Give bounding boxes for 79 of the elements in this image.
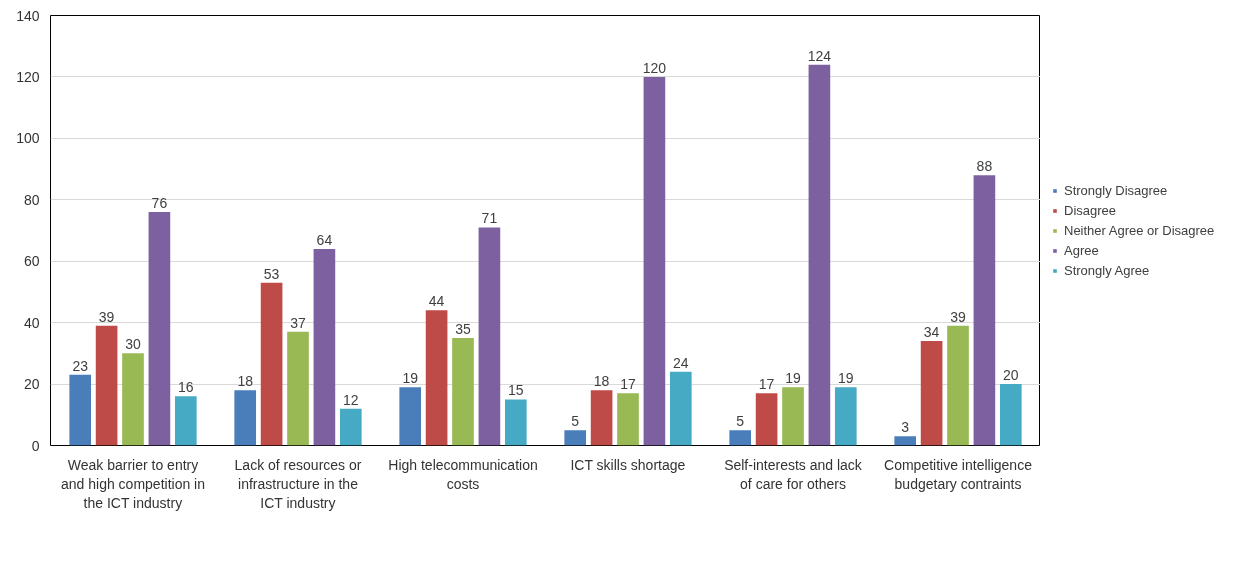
data-label: 17 <box>758 376 775 393</box>
data-label: 53 <box>263 265 280 282</box>
y-tick-label: 140 <box>16 7 40 24</box>
bar <box>782 387 804 446</box>
data-label: 5 <box>571 413 580 430</box>
y-tick-label: 40 <box>23 314 40 331</box>
x-tick-label: ICT skills shortage <box>570 456 686 473</box>
data-label: 88 <box>976 158 993 175</box>
legend-label: Agree <box>1064 242 1099 258</box>
data-label: 44 <box>428 293 445 310</box>
data-label: 71 <box>481 210 498 227</box>
bar <box>234 390 257 446</box>
y-tick-label: 60 <box>23 253 40 270</box>
bar <box>174 396 197 446</box>
data-label: 18 <box>237 373 254 390</box>
bar <box>478 227 501 446</box>
data-label: 23 <box>72 357 89 374</box>
bar <box>313 248 336 446</box>
legend-label: Disagree <box>1064 202 1117 218</box>
bar <box>95 325 118 446</box>
bar <box>425 310 448 446</box>
data-label: 120 <box>642 59 667 76</box>
bar <box>894 436 917 446</box>
bar <box>504 399 527 446</box>
y-tick-label: 20 <box>23 376 40 393</box>
data-label: 17 <box>620 376 636 393</box>
bar <box>834 387 857 446</box>
data-label: 19 <box>838 370 854 387</box>
bar <box>973 175 996 446</box>
bar <box>339 408 362 446</box>
bar <box>122 353 144 446</box>
bar <box>808 64 831 446</box>
bar <box>399 387 422 446</box>
data-label: 20 <box>1003 367 1019 384</box>
x-tick-label: Lack of resources or infrastructure in the ICT industry <box>234 456 362 511</box>
legend-label: Strongly Disagree <box>1064 182 1168 198</box>
x-tick-label: High telecommunication costs <box>388 456 538 492</box>
bar <box>69 374 92 446</box>
bar <box>260 282 283 446</box>
data-label: 5 <box>736 413 745 430</box>
legend-label: Neither Agree or Disagree <box>1064 222 1215 238</box>
bar <box>643 76 666 446</box>
bar <box>947 325 969 446</box>
data-label: 19 <box>785 370 801 387</box>
bar <box>920 341 943 446</box>
data-label: 19 <box>402 370 419 387</box>
bar <box>617 393 639 446</box>
bar <box>729 430 752 446</box>
data-label: 34 <box>923 324 940 341</box>
y-tick-label: 100 <box>16 130 40 147</box>
bar <box>564 430 587 446</box>
bar <box>669 371 692 446</box>
y-tick-label: 0 <box>31 437 40 454</box>
data-label: 18 <box>593 373 610 390</box>
bar <box>287 331 309 446</box>
y-tick-label: 120 <box>16 68 40 85</box>
data-label: 39 <box>98 308 115 325</box>
data-label: 124 <box>807 47 832 64</box>
data-label: 37 <box>290 314 306 331</box>
data-label: 15 <box>508 382 524 399</box>
bar <box>755 393 778 446</box>
data-label: 35 <box>455 321 471 337</box>
data-label: 16 <box>178 379 194 396</box>
x-tick-label: Weak barrier to entry and high competition in the ICT industry <box>61 456 206 511</box>
bar <box>148 212 171 446</box>
data-label: 24 <box>673 354 689 371</box>
legend-label: Strongly Agree <box>1064 262 1150 278</box>
data-label: 3 <box>901 419 910 436</box>
data-label: 64 <box>316 231 333 248</box>
x-tick-label: Self-interests and lack of care for others <box>724 456 863 492</box>
bar <box>590 390 613 446</box>
data-label: 12 <box>343 391 359 408</box>
data-label: 76 <box>151 195 168 212</box>
data-label: 30 <box>125 336 141 353</box>
bar <box>452 338 474 446</box>
bar <box>999 384 1022 446</box>
data-label: 39 <box>950 308 966 325</box>
y-tick-label: 80 <box>23 191 40 208</box>
x-tick-label: Competitive intelligence budgetary contraints <box>884 456 1033 492</box>
